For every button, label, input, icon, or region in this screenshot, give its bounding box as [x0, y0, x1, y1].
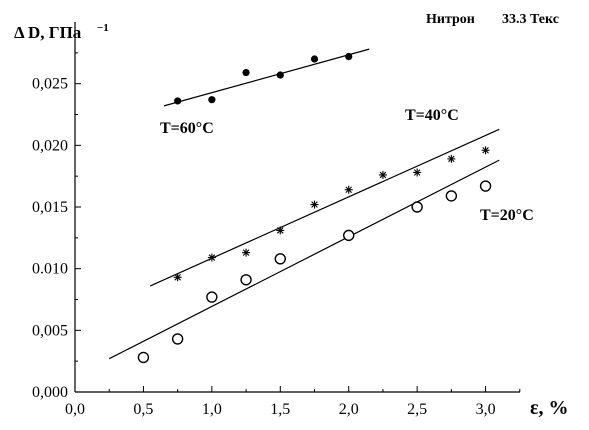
- x-tick-label: 2,5: [407, 401, 427, 418]
- data-point: [171, 333, 184, 345]
- data-point: [310, 200, 319, 209]
- data-point: [343, 229, 355, 242]
- data-point: [481, 146, 490, 155]
- x-ticks: 0,0 0,5 1,0 1,5 2,0 2,5 3,0: [65, 386, 521, 418]
- data-point: [479, 180, 492, 192]
- data-point: [276, 226, 285, 235]
- series-label-20: T=20°C: [480, 207, 534, 224]
- fit-line-series-2: [108, 159, 500, 360]
- data-point: [276, 71, 284, 79]
- data-point: [411, 201, 423, 213]
- series-label-60: T=60°C: [160, 120, 214, 137]
- x-tick-label: 0,5: [133, 401, 153, 418]
- x-axis-title: ε, %: [530, 397, 569, 419]
- data-point: [242, 68, 250, 77]
- data-point: [137, 351, 150, 364]
- data-point: [447, 154, 456, 163]
- fit-line-series-0: [163, 48, 370, 107]
- y-tick-label: 0,000: [32, 384, 68, 401]
- data-point: [345, 52, 353, 61]
- y-tick-label: 0,025: [32, 76, 68, 93]
- y-tick-label: 0.010: [32, 261, 68, 278]
- x-tick-label: 1,0: [202, 401, 222, 418]
- fit-lines: [108, 48, 500, 360]
- data-point: [310, 55, 319, 63]
- data-point: [344, 185, 353, 194]
- x-tick-label: 0,0: [65, 401, 85, 418]
- data-point: [206, 291, 218, 303]
- data-point: [173, 273, 182, 282]
- y-axis-title: Δ D, ГПа: [14, 23, 82, 42]
- material-label: Нитрон: [426, 12, 475, 27]
- y-axis-title-exponent: −1: [97, 22, 109, 34]
- data-markers: [137, 52, 492, 364]
- linear-density-label: 33.3 Текс: [502, 12, 559, 27]
- data-point: [445, 190, 458, 202]
- x-tick-label: 1,5: [270, 401, 290, 418]
- data-point: [207, 253, 216, 262]
- y-tick-label: 0,005: [32, 322, 68, 339]
- fit-line-series-1: [150, 128, 500, 287]
- data-point: [240, 274, 252, 286]
- y-ticks: 0,000 0,005 0.010 0,015 0,020 0,025: [32, 52, 81, 401]
- data-point: [174, 97, 182, 105]
- y-tick-label: 0,020: [32, 137, 68, 154]
- data-point: [208, 96, 216, 104]
- x-tick-label: 2,0: [339, 401, 359, 418]
- x-tick-label: 3,0: [476, 401, 496, 418]
- series-label-40: T=40°C: [405, 107, 459, 124]
- data-point: [378, 170, 387, 179]
- data-point: [242, 248, 251, 257]
- data-point: [274, 253, 286, 265]
- data-point: [413, 168, 422, 177]
- y-tick-label: 0,015: [32, 199, 68, 216]
